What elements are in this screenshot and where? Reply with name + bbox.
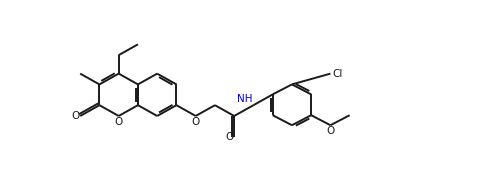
Text: Cl: Cl <box>332 69 342 79</box>
Text: O: O <box>71 111 79 121</box>
Text: O: O <box>326 126 335 136</box>
Text: O: O <box>191 117 200 127</box>
Text: NH: NH <box>237 94 252 104</box>
Text: O: O <box>225 132 234 142</box>
Text: O: O <box>115 117 123 127</box>
